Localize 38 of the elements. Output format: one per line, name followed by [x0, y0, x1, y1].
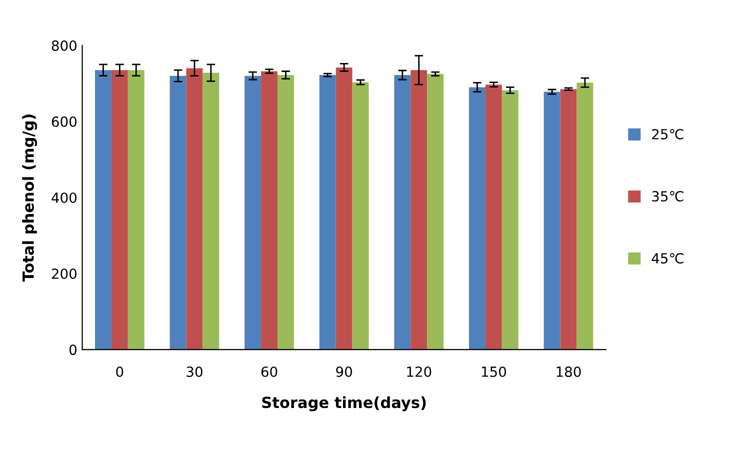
x-tick-label: 120	[407, 366, 432, 377]
bar	[128, 70, 144, 350]
y-tick-label: 800	[52, 40, 76, 51]
x-axis-title: Storage time(days)	[262, 396, 426, 412]
legend-label: 35℃	[652, 191, 684, 202]
x-tick-label: 90	[336, 366, 352, 377]
bar	[170, 76, 186, 350]
bar	[502, 90, 518, 350]
y-tick-label: 600	[52, 116, 76, 127]
x-tick-label: 180	[556, 366, 581, 377]
bar	[319, 75, 336, 350]
bar	[278, 75, 294, 350]
bar	[186, 68, 203, 350]
bar	[544, 92, 560, 350]
x-tick-label: 60	[261, 366, 278, 377]
legend-label: 25℃	[652, 128, 684, 140]
y-tick-label: 200	[52, 268, 76, 280]
x-tick-label: 30	[186, 366, 202, 377]
bar	[394, 75, 411, 350]
bar	[485, 84, 502, 350]
x-tick-label: 0	[116, 366, 124, 377]
legend-label: 45℃	[652, 253, 684, 264]
bar	[560, 89, 577, 350]
y-tick-label: 400	[52, 192, 76, 203]
bar	[352, 82, 369, 350]
bar	[576, 82, 594, 350]
y-tick-label: 0	[70, 344, 76, 356]
y-axis-title: Total phenol (mg/g)	[22, 114, 38, 282]
bar	[261, 71, 278, 350]
bar	[336, 67, 352, 350]
bar	[111, 70, 128, 350]
bar	[202, 72, 220, 350]
x-tick-label: 150	[482, 366, 506, 377]
bar	[94, 70, 112, 350]
bar	[410, 70, 428, 350]
bar	[468, 87, 486, 350]
bar	[244, 76, 262, 350]
bar	[427, 74, 444, 350]
